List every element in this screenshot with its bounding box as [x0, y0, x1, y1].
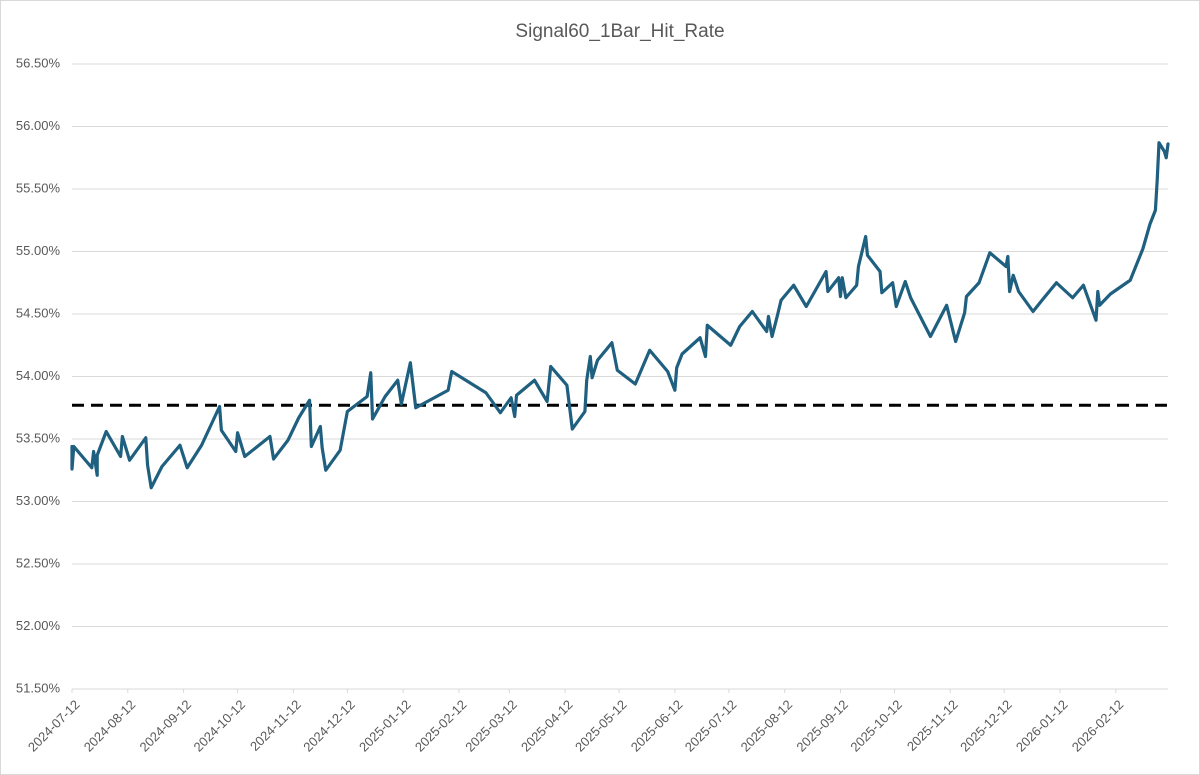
y-tick-label: 53.50% — [16, 430, 61, 445]
y-tick-label: 56.00% — [16, 118, 61, 133]
y-tick-label: 53.00% — [16, 493, 61, 508]
y-tick-label: 55.50% — [16, 180, 61, 195]
y-tick-label: 52.00% — [16, 618, 61, 633]
y-tick-label: 55.00% — [16, 243, 61, 258]
chart-title: Signal60_1Bar_Hit_Rate — [515, 21, 724, 42]
data-line — [70, 141, 1170, 490]
y-tick-label: 52.50% — [16, 555, 61, 570]
y-tick-label: 56.50% — [16, 55, 61, 70]
y-tick-label: 51.50% — [16, 680, 61, 695]
y-tick-label: 54.00% — [16, 368, 61, 383]
y-tick-label: 54.50% — [16, 305, 61, 320]
